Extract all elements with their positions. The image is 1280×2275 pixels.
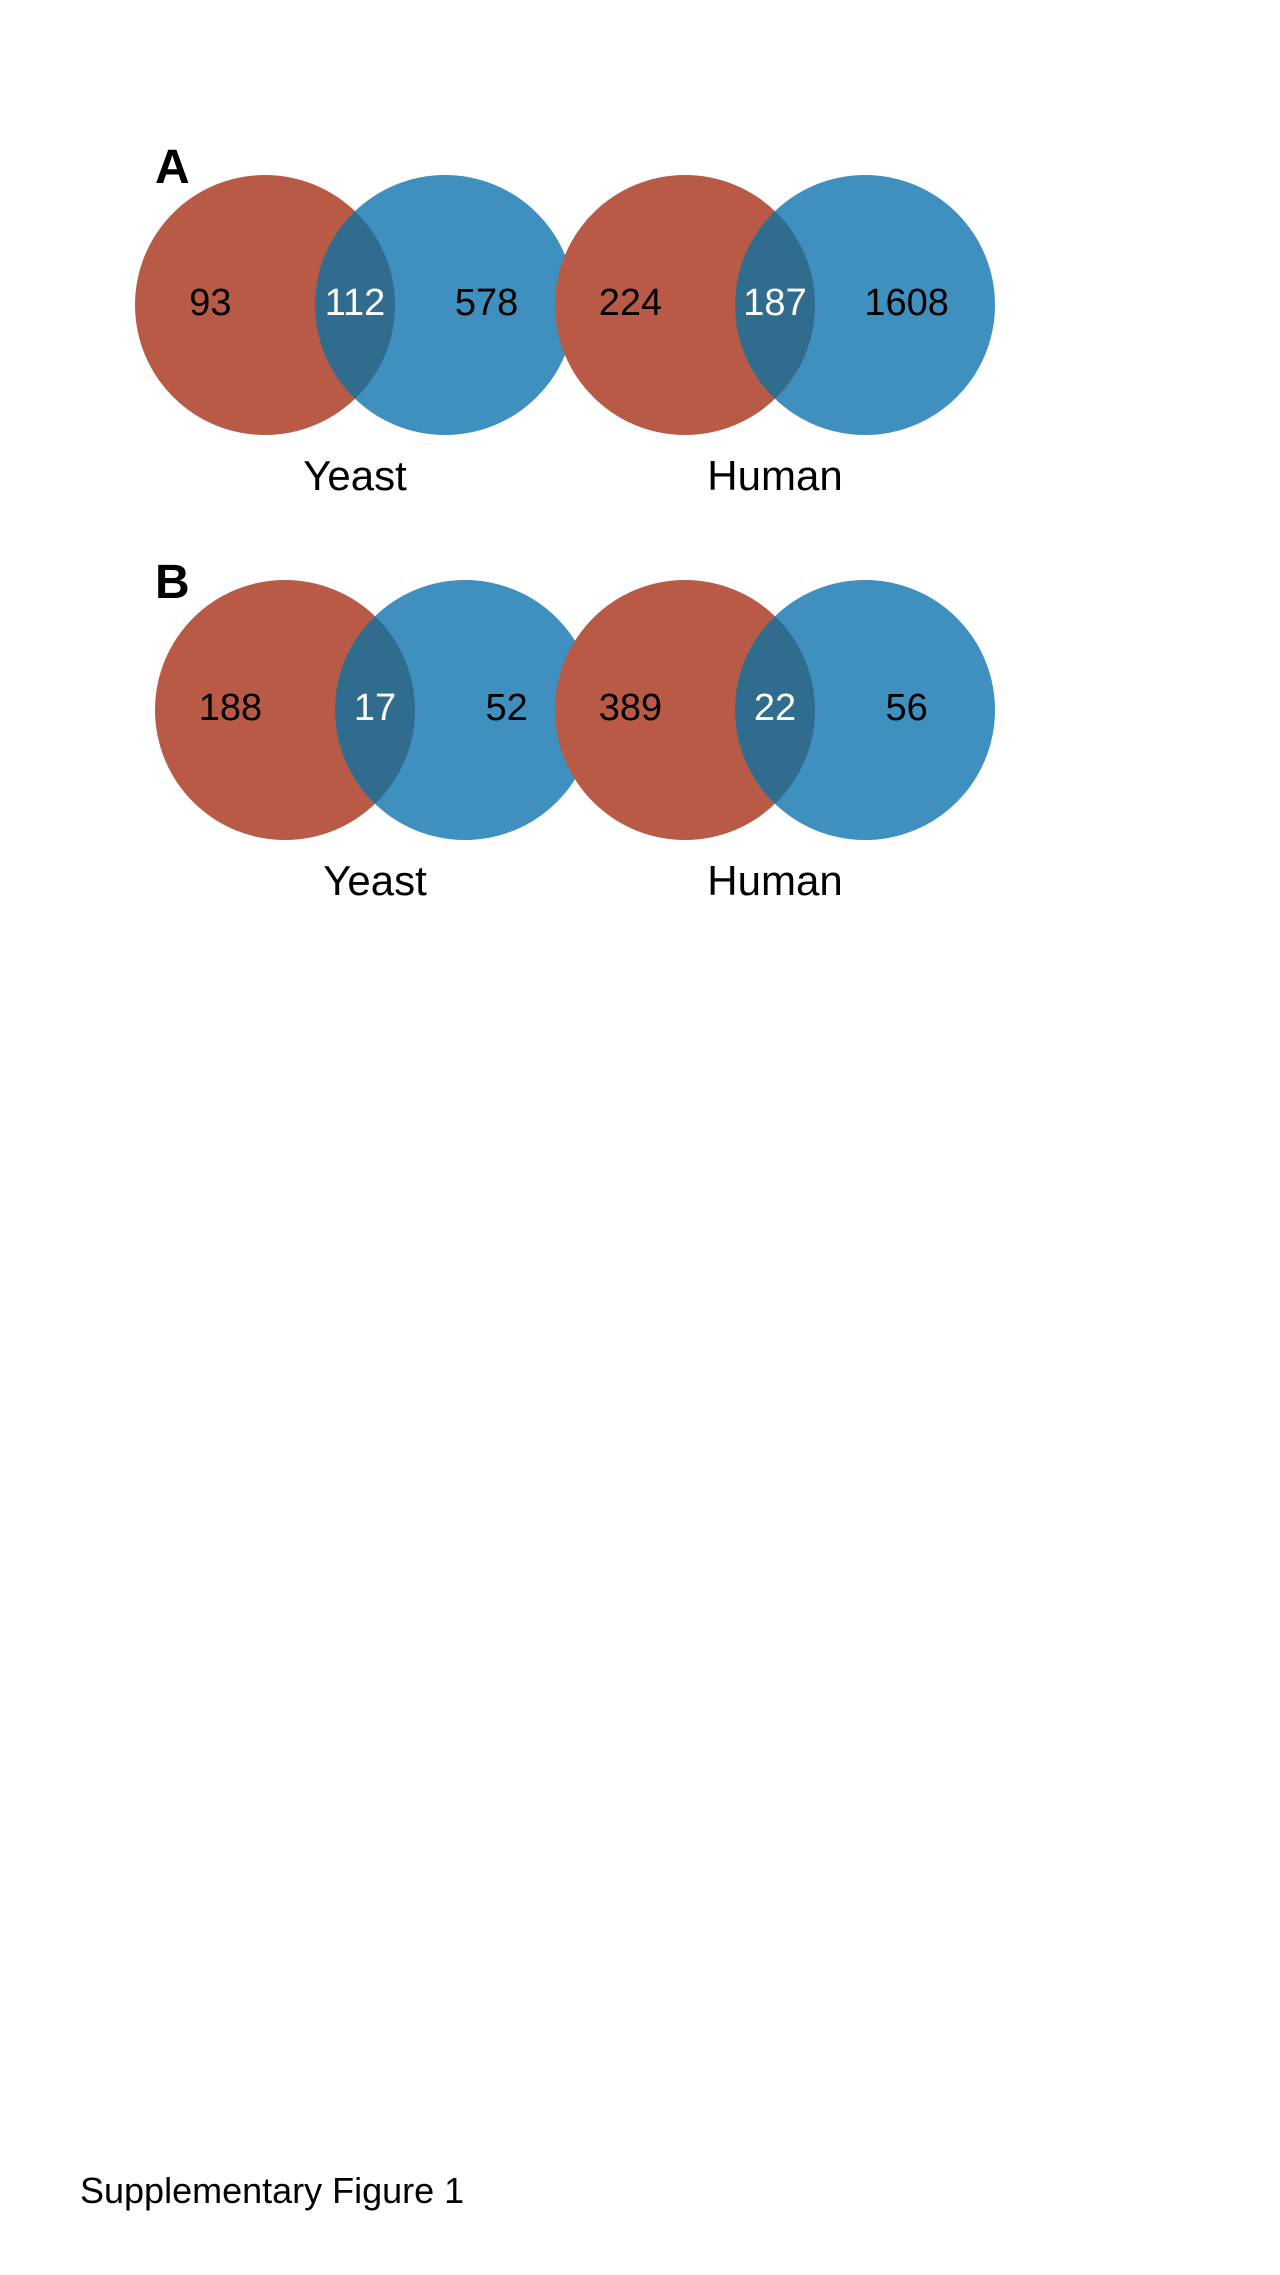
venn-svg: 188 17 52 Yeast [155,580,595,930]
venn-right-value: 578 [455,282,518,324]
venn-B-human: 389 22 56 Human [555,580,995,930]
venn-right-value: 56 [885,687,927,729]
figure-caption: Supplementary Figure 1 [80,2170,464,2212]
venn-right-value: 52 [485,687,527,729]
venn-right-value: 1608 [864,282,949,324]
venn-A-yeast: 93 112 578 Yeast [135,175,575,525]
venn-svg: 93 112 578 Yeast [135,175,575,525]
venn-left-value: 389 [599,687,662,729]
venn-mid-value: 187 [743,282,806,324]
venn-B-yeast: 188 17 52 Yeast [155,580,595,930]
venn-mid-value: 17 [354,687,396,729]
venn-A-human: 224 187 1608 Human [555,175,995,525]
venn-left-value: 93 [189,282,231,324]
venn-caption: Human [707,452,842,499]
venn-mid-value: 22 [754,687,796,729]
venn-left-value: 188 [199,687,262,729]
venn-left-value: 224 [599,282,662,324]
venn-caption: Yeast [323,857,427,904]
venn-mid-value: 112 [325,282,386,324]
venn-caption: Human [707,857,842,904]
venn-svg: 389 22 56 Human [555,580,995,930]
venn-svg: 224 187 1608 Human [555,175,995,525]
venn-caption: Yeast [303,452,407,499]
